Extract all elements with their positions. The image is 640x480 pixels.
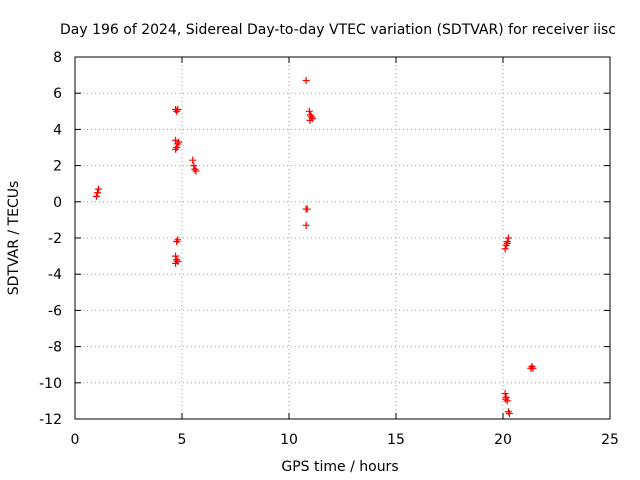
x-tick-label: 10: [280, 432, 298, 448]
data-point: [95, 185, 103, 193]
chart-title: Day 196 of 2024, Sidereal Day-to-day VTE…: [60, 22, 616, 38]
y-tick-label: -2: [48, 231, 62, 247]
data-point: [501, 245, 509, 253]
data-point: [192, 167, 200, 175]
data-point: [303, 205, 311, 213]
y-tick-label: 2: [53, 159, 62, 175]
data-point: [92, 192, 100, 200]
data-point: [93, 189, 101, 197]
data-point: [173, 107, 181, 115]
data-point: [173, 238, 181, 246]
data-point: [172, 259, 180, 267]
data-point: [504, 408, 512, 416]
y-tick-label: -4: [48, 267, 62, 283]
data-point: [502, 241, 510, 249]
grid: [75, 57, 610, 419]
y-tick-label: -6: [48, 303, 62, 319]
data-point: [305, 107, 313, 115]
x-tick-label: 25: [601, 432, 619, 448]
data-point: [189, 156, 197, 164]
y-tick-label: -10: [39, 376, 62, 392]
x-tick-label: 5: [178, 432, 187, 448]
data-point: [173, 256, 181, 264]
x-tick-label: 0: [71, 432, 80, 448]
y-tick-label: -12: [39, 412, 62, 428]
data-point: [502, 395, 510, 403]
data-point: [503, 239, 511, 247]
y-axis-label: SDTVAR / TECUs: [6, 181, 22, 296]
x-tick-label: 20: [494, 432, 512, 448]
y-tick-label: 6: [53, 86, 62, 102]
x-axis-label: GPS time / hours: [281, 459, 398, 475]
ticks: 0 5 10 15 20 25 -12 -10 -8 -6 -4 -2 0 2 4 6 8: [39, 50, 619, 448]
x-tick-label: 15: [387, 432, 405, 448]
data-point: [503, 397, 511, 405]
data-point: [191, 165, 199, 173]
y-tick-label: 8: [53, 50, 62, 66]
data-point: [302, 77, 310, 85]
data-point: [190, 162, 198, 170]
data-point: [175, 138, 183, 146]
y-tick-label: 0: [53, 195, 62, 211]
data-point: [528, 363, 536, 371]
data-point: [174, 236, 182, 244]
data-point: [172, 252, 180, 260]
data-point: [504, 234, 512, 242]
data-point: [505, 410, 513, 418]
data-point: [306, 116, 314, 124]
y-tick-label: -8: [48, 340, 62, 356]
data-point: [172, 145, 180, 153]
data-points: [92, 77, 537, 418]
data-point: [302, 221, 310, 229]
data-point: [502, 393, 510, 401]
y-tick-label: 4: [53, 122, 62, 138]
data-point: [529, 364, 537, 372]
